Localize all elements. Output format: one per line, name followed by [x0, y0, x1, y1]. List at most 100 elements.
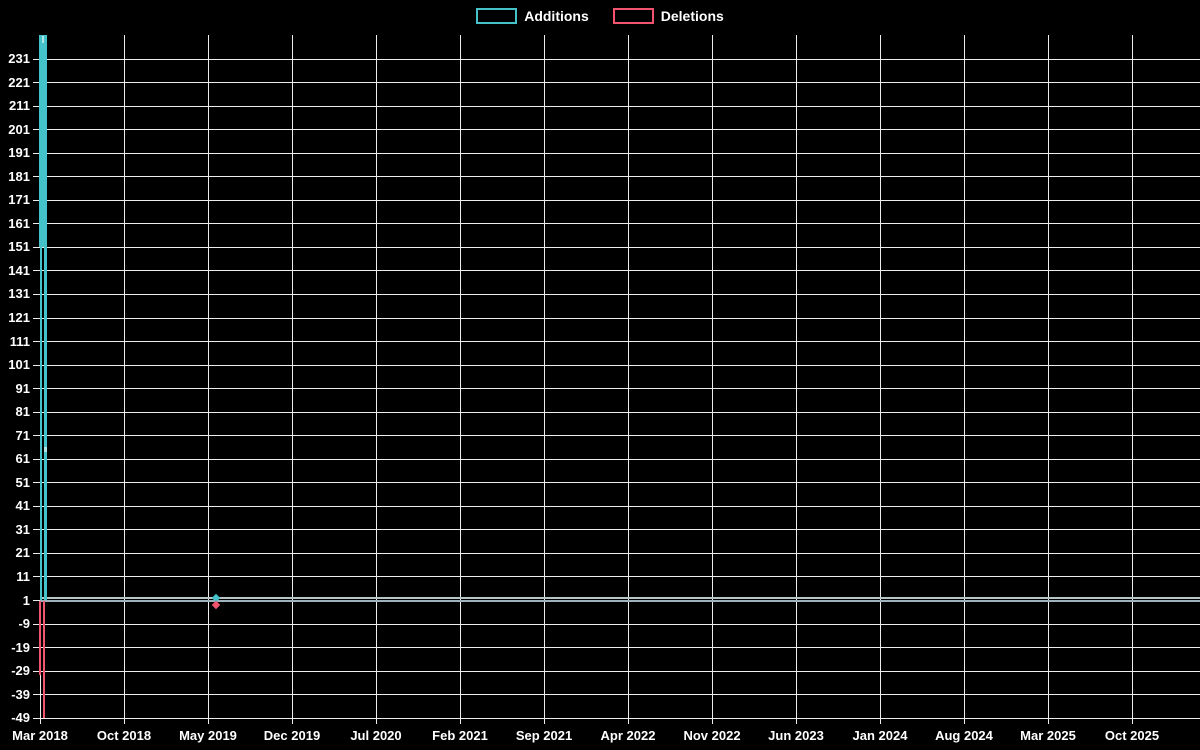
- y-tick-mark: [33, 364, 40, 366]
- y-axis-tick-label: 121: [8, 310, 30, 325]
- x-gridline: [544, 35, 545, 718]
- x-axis-tick-label: Sep 2021: [515, 728, 573, 743]
- deletions-baseline: [40, 599, 1200, 602]
- y-tick-mark: [33, 199, 40, 201]
- y-gridline: [40, 552, 1200, 554]
- y-tick-mark: [33, 600, 40, 601]
- y-gridline: [40, 411, 1200, 413]
- x-tick-mark: [1048, 717, 1049, 724]
- additions-swatch-icon: [476, 8, 518, 24]
- y-gridline: [40, 576, 1200, 578]
- y-tick-mark: [33, 317, 40, 319]
- y-gridline: [40, 388, 1200, 390]
- y-axis-tick-label: 1: [22, 592, 30, 608]
- y-axis-tick-label: 231: [8, 51, 30, 67]
- x-axis-tick-label: May 2019: [179, 728, 237, 743]
- y-gridline: [40, 317, 1200, 319]
- y-axis-tick-label: 201: [8, 121, 30, 137]
- y-gridline: [40, 647, 1200, 649]
- y-gridline: [40, 717, 1200, 719]
- y-gridline: [40, 293, 1200, 295]
- y-tick-mark: [33, 58, 40, 60]
- deletions-swatch-icon: [612, 8, 654, 24]
- x-tick-mark: [460, 717, 461, 724]
- y-tick-mark: [33, 576, 40, 578]
- legend-label-deletions: Deletions: [660, 8, 724, 24]
- y-axis-tick-label: 51: [15, 474, 30, 490]
- x-tick-mark: [376, 717, 377, 724]
- y-axis-tick-label: -29: [11, 663, 30, 679]
- x-axis-tick-label: Oct 2018: [96, 728, 152, 743]
- x-axis-tick-label: Nov 2022: [683, 728, 741, 743]
- x-tick-mark: [40, 717, 41, 724]
- y-gridline: [40, 223, 1200, 225]
- x-gridline: [292, 35, 293, 718]
- y-axis-tick-label: 91: [15, 380, 30, 396]
- chart-legend: Additions Deletions: [0, 8, 1200, 24]
- legend-label-additions: Additions: [524, 8, 589, 24]
- y-axis-tick-label: 31: [15, 521, 30, 537]
- x-tick-mark: [712, 717, 713, 724]
- y-tick-mark: [33, 246, 40, 248]
- x-tick-mark: [544, 717, 545, 724]
- y-axis-tick-label: -9: [18, 616, 30, 632]
- x-tick-mark: [1132, 717, 1133, 724]
- x-tick-mark: [292, 717, 293, 724]
- y-gridline: [40, 670, 1200, 672]
- y-axis-tick-label: 191: [8, 145, 30, 161]
- y-gridline: [40, 341, 1200, 343]
- additions-baseline: [40, 597, 1200, 599]
- deletions-spike: [42, 601, 45, 718]
- legend-item-deletions[interactable]: Deletions: [612, 8, 724, 24]
- y-gridline: [40, 364, 1200, 366]
- y-tick-mark: [33, 341, 40, 343]
- x-tick-mark: [880, 717, 881, 724]
- x-tick-mark: [964, 717, 965, 724]
- y-tick-mark: [33, 552, 40, 554]
- legend-item-additions[interactable]: Additions: [476, 8, 589, 24]
- additions-point-highlight: [43, 447, 47, 453]
- x-axis-tick-label: Mar 2025: [1020, 728, 1076, 743]
- x-gridline: [712, 35, 713, 718]
- x-gridline: [460, 35, 461, 718]
- y-tick-mark: [33, 176, 40, 178]
- y-gridline: [40, 458, 1200, 460]
- x-tick-mark: [796, 717, 797, 724]
- x-axis-tick-label: Oct 2025: [1104, 728, 1160, 743]
- y-axis-tick-label: 41: [15, 498, 30, 514]
- y-axis-tick-label: 11: [16, 568, 30, 584]
- y-axis-tick-label: 141: [8, 262, 30, 278]
- x-axis-tick-label: Jul 2020: [350, 728, 402, 743]
- x-axis-tick-label: Feb 2021: [432, 728, 488, 743]
- y-tick-mark: [33, 647, 40, 649]
- y-tick-mark: [33, 82, 40, 84]
- y-tick-mark: [33, 435, 40, 437]
- y-gridline: [40, 176, 1200, 178]
- y-gridline: [40, 82, 1200, 84]
- y-axis-tick-label: -19: [11, 639, 30, 655]
- y-gridline: [40, 246, 1200, 248]
- x-axis-tick-label: Apr 2022: [600, 728, 656, 743]
- y-gridline: [40, 529, 1200, 531]
- y-tick-mark: [33, 293, 40, 295]
- x-gridline: [796, 35, 797, 718]
- additions-spike[interactable]: [39, 35, 47, 247]
- x-gridline: [124, 35, 125, 718]
- y-axis-tick-label: 181: [8, 168, 30, 184]
- y-tick-mark: [33, 529, 40, 531]
- y-tick-mark: [33, 411, 40, 413]
- x-axis-tick-label: Jan 2024: [852, 728, 908, 743]
- y-axis-tick-label: -39: [11, 686, 30, 702]
- y-gridline: [40, 129, 1200, 131]
- x-axis-tick-label: Dec 2019: [263, 728, 321, 743]
- y-tick-mark: [33, 270, 40, 272]
- y-tick-mark: [33, 717, 40, 719]
- y-gridline: [40, 58, 1200, 60]
- deletions-spike[interactable]: [38, 601, 41, 676]
- x-axis-tick-label: Jun 2023: [768, 728, 824, 743]
- y-axis-tick-label: 21: [15, 545, 30, 561]
- y-axis-tick-label: 81: [15, 404, 30, 420]
- y-axis-tick-label: 171: [8, 192, 30, 208]
- y-axis-tick-label: 161: [8, 215, 30, 231]
